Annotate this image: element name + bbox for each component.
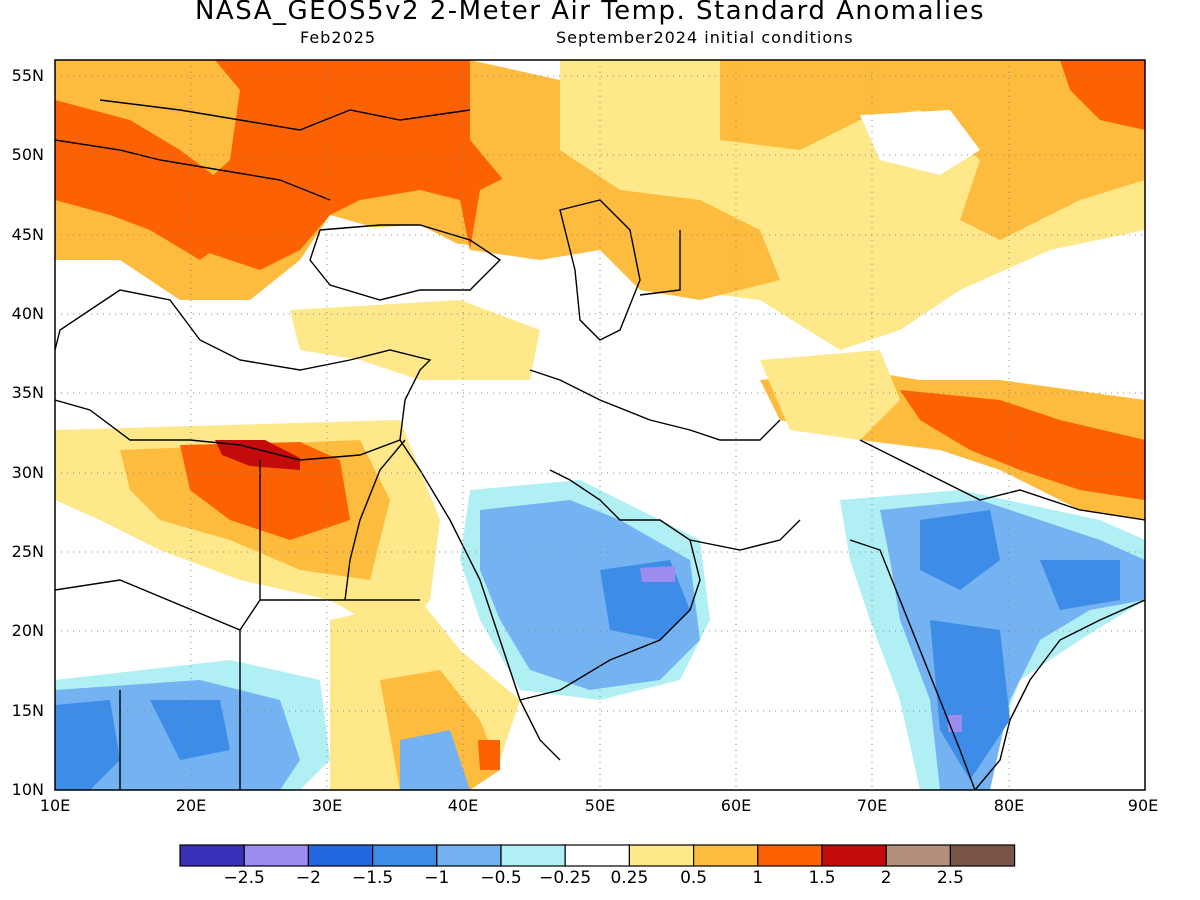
sahel-cool-core-2: [150, 700, 230, 760]
colorbar-label: −1: [424, 868, 450, 888]
y-tick-25N: 25N: [11, 542, 44, 561]
black-sea-white: [320, 225, 470, 300]
colorbar-swatch: [243, 844, 309, 867]
x-tick-80E: 80E: [993, 796, 1025, 815]
x-tick-90E: 90E: [1127, 796, 1159, 815]
russia-warm-core: [170, 60, 560, 270]
y-tick-50N: 50N: [11, 145, 44, 164]
colorbar-swatch: [757, 844, 823, 867]
balkan-warm-core: [55, 100, 240, 260]
india-cool-core: [920, 510, 1000, 590]
map-frame: [54, 59, 1146, 791]
colorbar-swatch: [307, 844, 374, 867]
siberia-orange: [720, 60, 1145, 240]
x-tick-20E: 20E: [175, 796, 207, 815]
yemen-orange: [478, 740, 500, 770]
sahel-cool-core: [55, 700, 120, 790]
himalaya-core: [900, 390, 1145, 500]
y-tick-10N: 10N: [11, 780, 44, 799]
colorbar-swatch: [564, 844, 631, 867]
colorbar-label: −1.5: [351, 868, 394, 888]
india-east-core: [1040, 560, 1120, 610]
colorbar-label: 2: [880, 868, 892, 888]
iran-white: [530, 320, 760, 480]
x-tick-50E: 50E: [584, 796, 616, 815]
siberia-white: [860, 110, 980, 175]
colorbar-label: −2: [295, 868, 321, 888]
uae-hot-spot: [640, 566, 675, 582]
x-tick-30E: 30E: [311, 796, 343, 815]
colorbar-label: −2.5: [223, 868, 265, 888]
forecast-month: Feb2025: [300, 28, 377, 47]
colorbar: [179, 844, 1016, 867]
colorbar-swatch: [885, 844, 952, 867]
arabia-cool: [480, 500, 700, 690]
anomaly-field: [55, 60, 1145, 790]
y-tick-40N: 40N: [11, 304, 44, 323]
colorbar-label: 1.5: [808, 868, 836, 888]
colorbar-label: 0.25: [610, 868, 649, 888]
libya-hot-spot: [215, 440, 300, 470]
y-tick-35N: 35N: [11, 383, 44, 402]
x-tick-70E: 70E: [856, 796, 888, 815]
afghan-anomaly: [760, 350, 900, 440]
colorbar-label: 2.5: [936, 868, 964, 888]
libya-core: [180, 442, 350, 540]
turkey-anomaly: [290, 300, 540, 380]
colorbar-swatch: [628, 844, 695, 867]
colorbar-swatch: [179, 844, 245, 867]
colorbar-swatch: [500, 844, 566, 867]
colorbar-swatch: [821, 844, 887, 867]
coastlines: [55, 99, 1145, 790]
y-tick-20N: 20N: [11, 621, 44, 640]
colorbar-swatch: [692, 844, 759, 867]
y-tick-45N: 45N: [11, 225, 44, 244]
x-tick-10E: 10E: [39, 796, 71, 815]
mongolia-orange: [1060, 60, 1145, 130]
colorbar-label: 1: [752, 868, 764, 888]
map-title: NASA_GEOS5v2 2-Meter Air Temp. Standard …: [194, 0, 986, 26]
horn-cool: [400, 730, 470, 790]
y-tick-30N: 30N: [11, 463, 44, 482]
y-tick-55N: 55N: [11, 66, 44, 85]
colorbar-label: −0.25: [539, 868, 592, 888]
y-tick-15N: 15N: [11, 701, 44, 720]
x-tick-40E: 40E: [447, 796, 479, 815]
colorbar-label: 0.5: [680, 868, 708, 888]
colorbar-label: −0.5: [480, 868, 522, 888]
colorbar-swatch: [372, 844, 438, 867]
initial-conditions: September2024 initial conditions: [556, 28, 854, 47]
colorbar-swatch: [436, 844, 502, 867]
india-south-core: [930, 620, 1010, 780]
colorbar-swatch: [949, 844, 1016, 867]
x-tick-60E: 60E: [720, 796, 752, 815]
